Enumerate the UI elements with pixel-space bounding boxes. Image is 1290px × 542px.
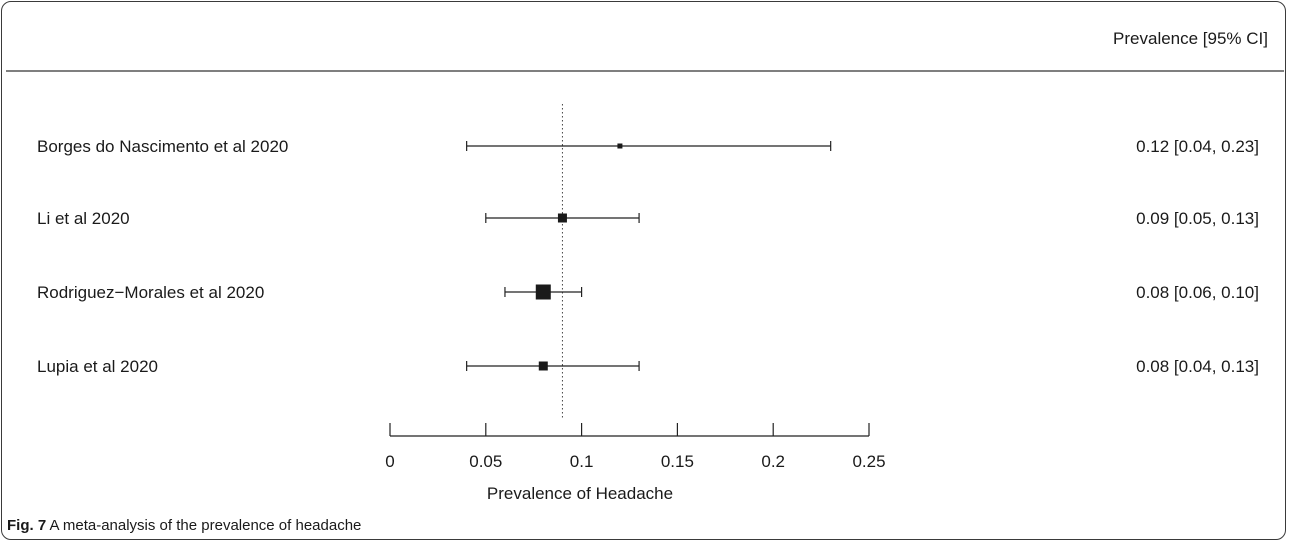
study-label: Borges do Nascimento et al 2020: [37, 137, 288, 156]
point-estimate: [617, 143, 623, 149]
study-label: Li et al 2020: [37, 209, 130, 228]
point-estimate: [538, 361, 548, 371]
point-estimate: [557, 213, 567, 223]
study-label: Rodriguez−Morales et al 2020: [37, 283, 264, 302]
caption-text: A meta-analysis of the prevalence of hea…: [49, 517, 362, 534]
study-ci-text: 0.08 [0.04, 0.13]: [1136, 357, 1259, 376]
study-label: Lupia et al 2020: [37, 357, 158, 376]
x-tick-label: 0.05: [469, 452, 502, 471]
point-estimate: [535, 284, 551, 300]
x-axis-label: Prevalence of Headache: [487, 484, 673, 503]
x-tick-label: 0.25: [852, 452, 885, 471]
x-tick-label: 0.1: [570, 452, 594, 471]
study-ci-text: 0.09 [0.05, 0.13]: [1136, 209, 1259, 228]
x-tick-label: 0.2: [761, 452, 785, 471]
study-ci-text: 0.12 [0.04, 0.23]: [1136, 137, 1259, 156]
study-ci-text: 0.08 [0.06, 0.10]: [1136, 283, 1259, 302]
x-tick-label: 0: [385, 452, 394, 471]
header-ci-label: Prevalence [95% CI]: [1113, 29, 1268, 48]
figure-caption: Fig. 7 A meta-analysis of the prevalence…: [7, 517, 361, 534]
x-tick-label: 0.15: [661, 452, 694, 471]
caption-label: Fig. 7: [7, 517, 47, 534]
